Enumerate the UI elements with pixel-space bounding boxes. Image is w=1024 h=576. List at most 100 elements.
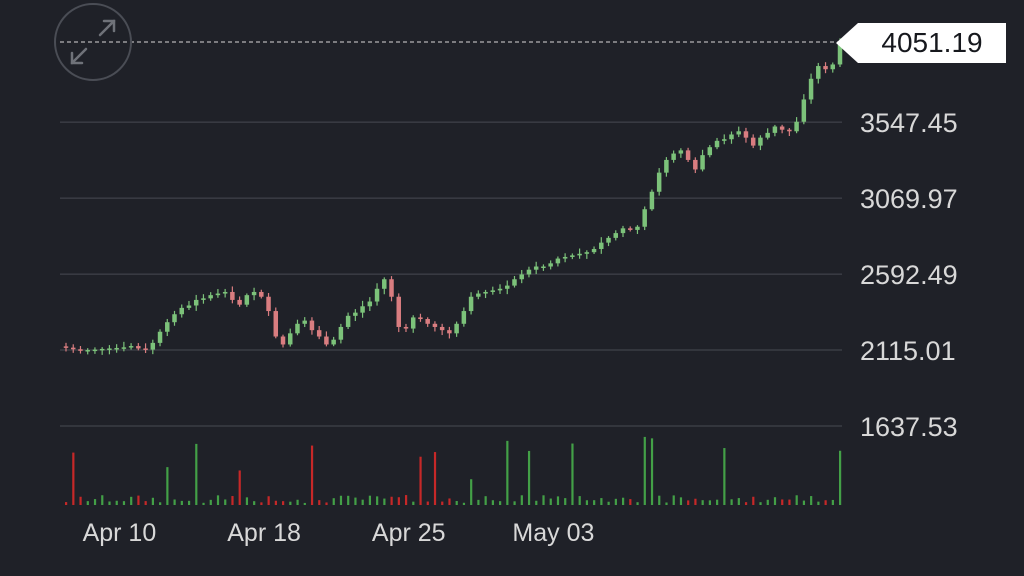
volume-bar: [93, 499, 97, 505]
volume-bar: [368, 495, 372, 505]
volume-bar: [354, 497, 357, 505]
expand-button[interactable]: [54, 3, 132, 81]
volume-bar: [795, 495, 798, 505]
volume-bar: [564, 498, 567, 505]
volume-bar: [151, 497, 155, 505]
candle-body: [476, 293, 481, 297]
candle-body: [635, 226, 640, 230]
volume-bar: [361, 499, 364, 505]
candle-body: [671, 153, 676, 160]
volume-bar: [773, 497, 777, 505]
candle-body: [599, 242, 604, 250]
volume-bar: [462, 502, 466, 505]
candle-body: [736, 131, 741, 135]
expand-arrows-icon: [70, 19, 116, 65]
volume-bar: [209, 499, 212, 505]
volume-bar: [180, 500, 183, 505]
volume-bar: [72, 452, 75, 505]
volume-bar: [238, 470, 241, 505]
candle-body: [787, 129, 792, 132]
candle-body: [389, 279, 394, 297]
candle-body: [555, 258, 561, 264]
candle-body: [259, 291, 264, 297]
candle-body: [664, 159, 669, 173]
candle-body: [548, 263, 553, 267]
candle-body: [136, 346, 141, 349]
volume-bar: [484, 496, 487, 505]
candle-body: [685, 150, 691, 160]
volume-bar: [513, 501, 516, 505]
volume-bar: [578, 496, 581, 505]
candle-body: [461, 311, 467, 324]
y-tick-label: 2115.01: [860, 336, 956, 366]
candle-body: [374, 288, 380, 302]
candle-body: [823, 66, 828, 70]
candle-body: [193, 299, 199, 306]
volume-bar: [426, 501, 429, 505]
volume-bar: [694, 498, 697, 505]
volume-bar: [296, 499, 299, 505]
volume-bar: [744, 502, 748, 505]
candle-body: [497, 288, 503, 291]
volume-bar: [556, 496, 560, 505]
candle-body: [215, 293, 221, 296]
candle-body: [447, 330, 452, 334]
volume-bar: [433, 452, 437, 505]
volume-bar: [839, 450, 842, 505]
candle-body: [266, 296, 271, 312]
volume-bar: [607, 501, 610, 505]
volume-bar: [752, 496, 755, 505]
volume-bar: [585, 500, 589, 505]
candle-body: [316, 330, 322, 337]
candle-body: [642, 209, 647, 227]
candle-body: [570, 255, 575, 257]
volume-bar: [231, 496, 234, 505]
volume-bar: [658, 495, 661, 505]
candle-body: [244, 295, 250, 305]
candle-body: [382, 279, 387, 289]
volume-bar: [195, 443, 198, 505]
candle-body: [439, 326, 445, 331]
volume-bar: [166, 467, 169, 505]
volume-bar: [766, 499, 769, 505]
y-tick-label: 3069.97: [860, 184, 958, 214]
candle-body: [772, 126, 778, 133]
candle-body: [331, 339, 336, 345]
volume-bar: [716, 499, 719, 505]
volume-bar: [542, 495, 545, 505]
candle-body: [816, 66, 821, 79]
candle-body: [324, 336, 329, 345]
candle-body: [750, 137, 756, 146]
candle-body: [295, 323, 300, 334]
candle-body: [432, 323, 438, 327]
volume-bar: [216, 495, 220, 505]
candle-body: [396, 296, 401, 327]
volume-bar: [672, 495, 675, 505]
candle-body: [70, 347, 76, 350]
candle-body: [693, 159, 698, 170]
candle-body: [63, 346, 69, 348]
candle-body: [541, 266, 546, 269]
candle-body: [92, 349, 98, 352]
candle-body: [606, 237, 611, 243]
volume-bar: [723, 448, 726, 505]
volume-bar: [202, 502, 205, 505]
volume-bar: [144, 501, 147, 505]
volume-bar: [224, 499, 227, 505]
volume-bar: [390, 496, 393, 505]
volume-bar: [274, 500, 277, 505]
candle-body: [519, 274, 524, 280]
last-price-tag: 4051.19: [836, 23, 1008, 63]
volume-bar: [831, 499, 834, 505]
volume-bar: [79, 496, 82, 505]
volume-bar: [491, 500, 494, 505]
candle-body: [353, 312, 358, 316]
volume-bar: [441, 501, 444, 505]
candle-body: [425, 319, 430, 324]
volume-bar: [477, 499, 480, 505]
candle-body: [714, 140, 720, 148]
volume-bar: [419, 456, 422, 505]
volume-bar: [824, 500, 827, 505]
